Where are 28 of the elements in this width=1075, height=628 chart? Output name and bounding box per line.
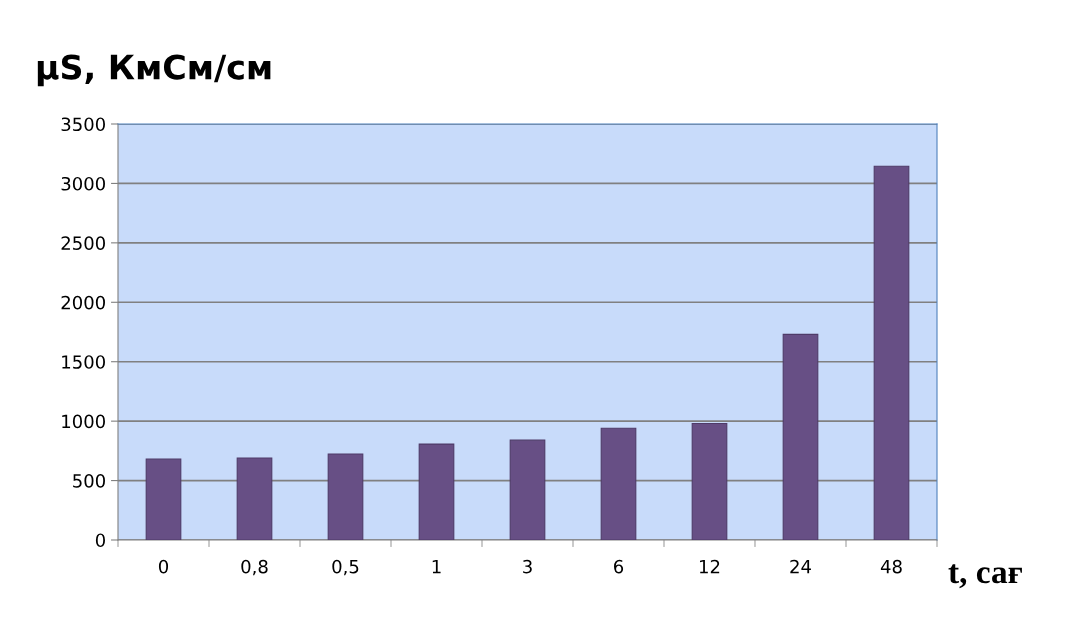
y-tick-label: 0 xyxy=(95,533,105,548)
x-tick-label: 0 xyxy=(158,559,169,574)
y-tick-label: 2000 xyxy=(61,295,105,310)
x-tick-label: 12 xyxy=(700,559,720,574)
bar xyxy=(691,422,728,540)
bar xyxy=(418,443,455,540)
bar xyxy=(782,333,819,540)
y-tick-label: 3500 xyxy=(61,117,105,132)
y-tick-label: 2500 xyxy=(61,236,105,250)
x-tick-label: 1 xyxy=(432,560,441,574)
x-axis-title: t, сағ xyxy=(948,564,1022,589)
x-tick-label: 3 xyxy=(523,559,532,574)
bar xyxy=(145,458,182,540)
y-axis-title: µS, КмСм/см xyxy=(37,54,271,87)
x-tick-label: 0,8 xyxy=(241,559,268,576)
y-tick-label: 500 xyxy=(73,474,105,488)
x-tick-label: 0,5 xyxy=(332,559,359,576)
bar xyxy=(873,165,910,540)
bar xyxy=(600,427,637,540)
bar xyxy=(509,439,546,540)
y-tick-label: 1000 xyxy=(62,414,105,429)
y-tick-label: 1500 xyxy=(62,355,105,369)
bar xyxy=(236,457,273,540)
x-tick-label: 24 xyxy=(790,559,811,574)
x-tick-label: 48 xyxy=(880,559,902,574)
x-tick-label: 6 xyxy=(614,559,624,574)
bar xyxy=(327,453,364,540)
y-tick-label: 3000 xyxy=(61,176,105,191)
